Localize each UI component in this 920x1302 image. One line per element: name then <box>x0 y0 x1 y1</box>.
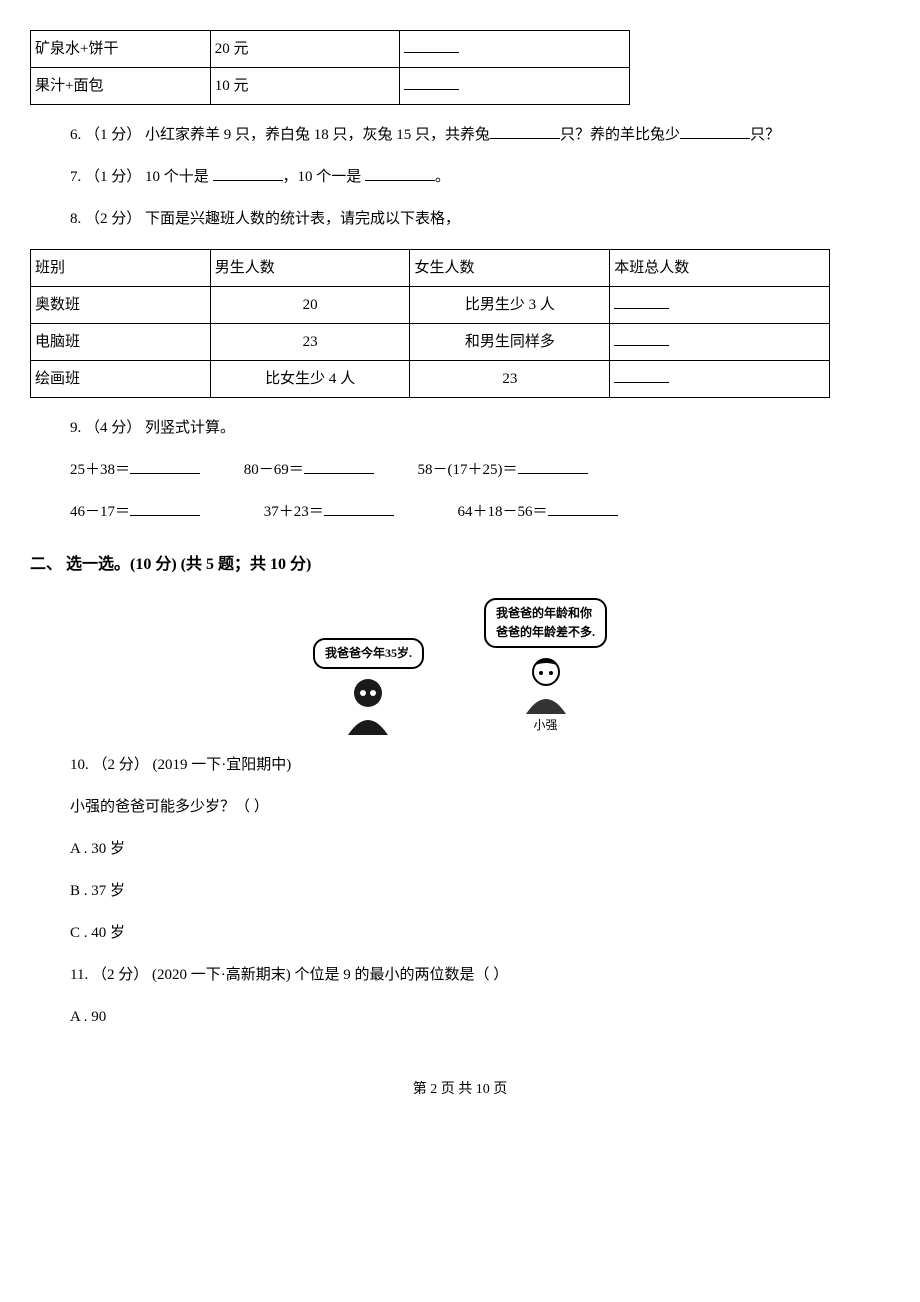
question-8: 8. （2 分） 下面是兴趣班人数的统计表，请完成以下表格， <box>70 207 890 231</box>
cell: 20 <box>210 287 410 324</box>
q-points: （1 分） <box>85 127 141 143</box>
table-row: 奥数班 20 比男生少 3 人 <box>31 287 830 324</box>
option-c: C . 40 岁 <box>70 921 890 945</box>
cell: 果汁+面包 <box>31 68 211 105</box>
q-number: 9. <box>70 420 81 436</box>
q-number: 8. <box>70 211 81 227</box>
q-number: 10. <box>70 757 89 773</box>
cell: 绘画班 <box>31 361 211 398</box>
equation: 25＋38＝ <box>70 462 130 478</box>
table-row: 果汁+面包 10 元 <box>31 68 630 105</box>
option-b: B . 37 岁 <box>70 879 890 903</box>
question-10: 10. （2 分） (2019 一下·宜阳期中) <box>70 753 890 777</box>
table-row: 绘画班 比女生少 4 人 23 <box>31 361 830 398</box>
equation-row-2: 46－17＝ 37＋23＝ 64＋18－56＝ <box>70 500 890 524</box>
col-head: 本班总人数 <box>610 250 830 287</box>
cell: 比女生少 4 人 <box>210 361 410 398</box>
q-points: （2 分） <box>92 967 148 983</box>
cell: 电脑班 <box>31 324 211 361</box>
cartoon-label: 小强 <box>534 716 558 735</box>
cartoon-illustration: 我爸爸今年35岁. 我爸爸的年龄和你 爸爸的年龄差不多. 小强 <box>30 598 890 736</box>
child-figure-icon <box>511 654 581 714</box>
equation: 64＋18－56＝ <box>458 504 548 520</box>
q-text: 个位是 9 的最小的两位数是（ ） <box>294 967 508 983</box>
cartoon-right: 我爸爸的年龄和你 爸爸的年龄差不多. 小强 <box>484 598 607 736</box>
speech-bubble-left: 我爸爸今年35岁. <box>313 638 424 669</box>
col-head: 男生人数 <box>210 250 410 287</box>
equation: 58－(17＋25)＝ <box>418 462 518 478</box>
cell: 23 <box>210 324 410 361</box>
q-text: 。 <box>435 169 450 185</box>
cell: 20 元 <box>210 31 400 68</box>
cell: 比男生少 3 人 <box>410 287 610 324</box>
q-text: ，10 个一是 <box>283 169 366 185</box>
section-2-title: 二、 选一选。(10 分) (共 5 题；共 10 分) <box>30 552 890 578</box>
cell-blank <box>400 68 630 105</box>
child-figure-icon <box>333 675 403 735</box>
question-6: 6. （1 分） 小红家养羊 9 只，养白兔 18 只，灰兔 15 只，共养兔 只… <box>70 123 890 147</box>
equation: 46－17＝ <box>70 504 130 520</box>
q-points: （2 分） <box>93 757 149 773</box>
q-text: 10 个十是 <box>145 169 213 185</box>
cell: 矿泉水+饼干 <box>31 31 211 68</box>
table-snacks: 矿泉水+饼干 20 元 果汁+面包 10 元 <box>30 30 630 105</box>
col-head: 女生人数 <box>410 250 610 287</box>
question-10-stem: 小强的爸爸可能多少岁？（ ） <box>70 795 890 819</box>
q-number: 11. <box>70 967 88 983</box>
table-row: 电脑班 23 和男生同样多 <box>31 324 830 361</box>
question-7: 7. （1 分） 10 个十是 ，10 个一是 。 <box>70 165 890 189</box>
question-11: 11. （2 分） (2020 一下·高新期末) 个位是 9 的最小的两位数是（… <box>70 963 890 987</box>
question-9: 9. （4 分） 列竖式计算。 <box>70 416 890 440</box>
equation: 37＋23＝ <box>264 504 324 520</box>
option-a: A . 30 岁 <box>70 837 890 861</box>
cell: 23 <box>410 361 610 398</box>
cell-blank <box>610 361 830 398</box>
option-a: A . 90 <box>70 1005 890 1029</box>
cartoon-left: 我爸爸今年35岁. <box>313 638 424 735</box>
q-source: (2020 一下·高新期末) <box>152 967 291 983</box>
q-points: （1 分） <box>85 169 141 185</box>
q-text: 只？养的羊比兔少 <box>560 127 680 143</box>
q-source: (2019 一下·宜阳期中) <box>153 757 292 773</box>
cell: 10 元 <box>210 68 400 105</box>
cell-blank <box>610 287 830 324</box>
table-row: 矿泉水+饼干 20 元 <box>31 31 630 68</box>
equation: 80－69＝ <box>244 462 304 478</box>
cell: 奥数班 <box>31 287 211 324</box>
cell-blank <box>400 31 630 68</box>
speech-bubble-right: 我爸爸的年龄和你 爸爸的年龄差不多. <box>484 598 607 648</box>
q-number: 6. <box>70 127 81 143</box>
q-number: 7. <box>70 169 81 185</box>
table-classes: 班别 男生人数 女生人数 本班总人数 奥数班 20 比男生少 3 人 电脑班 2… <box>30 249 830 398</box>
equation-row-1: 25＋38＝ 80－69＝ 58－(17＋25)＝ <box>70 458 890 482</box>
col-head: 班别 <box>31 250 211 287</box>
q-text: 只？ <box>750 127 780 143</box>
page-footer: 第 2 页 共 10 页 <box>30 1079 890 1101</box>
q-text: 下面是兴趣班人数的统计表，请完成以下表格， <box>145 211 460 227</box>
cell: 和男生同样多 <box>410 324 610 361</box>
table-head-row: 班别 男生人数 女生人数 本班总人数 <box>31 250 830 287</box>
q-points: （2 分） <box>85 211 141 227</box>
q-text: 小红家养羊 9 只，养白兔 18 只，灰兔 15 只，共养兔 <box>145 127 490 143</box>
cell-blank <box>610 324 830 361</box>
q-points: （4 分） <box>85 420 141 436</box>
q-text: 列竖式计算。 <box>145 420 235 436</box>
